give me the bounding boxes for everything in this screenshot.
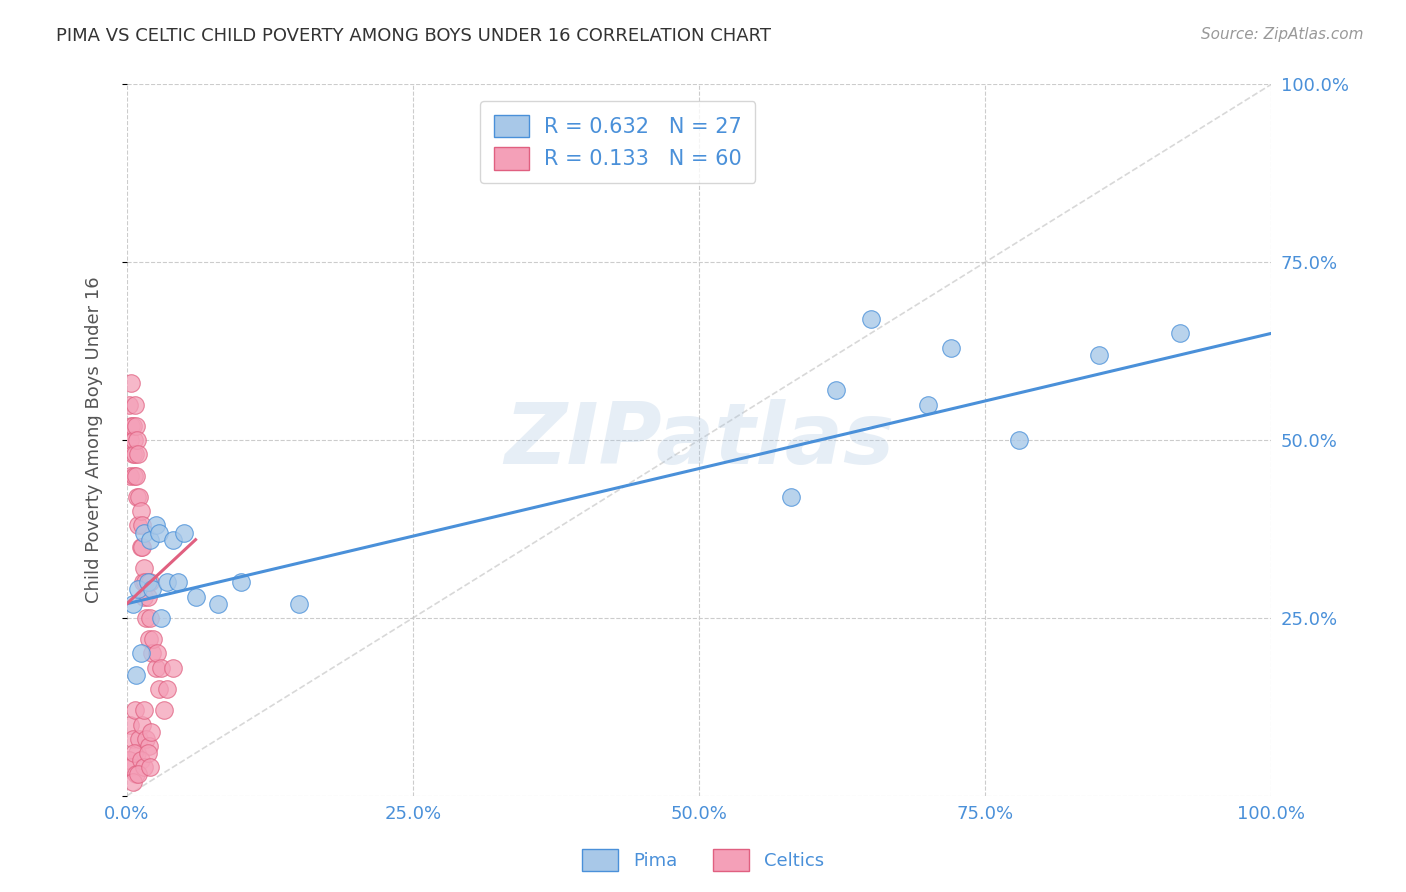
Point: [129, 753, 152, 767]
Point: [125, 767, 148, 781]
Point: [121, 418, 143, 433]
Point: [125, 468, 148, 483]
Point: [917, 398, 939, 412]
Point: [136, 575, 159, 590]
Point: [184, 590, 207, 604]
Point: [152, 703, 174, 717]
Point: [120, 468, 142, 483]
Point: [121, 774, 143, 789]
Point: [129, 540, 152, 554]
Point: [138, 632, 160, 647]
Point: [127, 447, 149, 461]
Point: [162, 533, 184, 547]
Point: [127, 518, 149, 533]
Point: [135, 731, 157, 746]
Point: [135, 611, 157, 625]
Point: [141, 647, 163, 661]
Point: [122, 433, 145, 447]
Point: [173, 525, 195, 540]
Point: [121, 760, 143, 774]
Point: [118, 398, 141, 412]
Point: [1008, 433, 1031, 447]
Point: [131, 540, 153, 554]
Point: [131, 717, 153, 731]
Point: [148, 681, 170, 696]
Point: [121, 597, 143, 611]
Point: [132, 525, 155, 540]
Point: [132, 561, 155, 575]
Legend: R = 0.632   N = 27, R = 0.133   N = 60: R = 0.632 N = 27, R = 0.133 N = 60: [479, 102, 755, 183]
Point: [132, 590, 155, 604]
Legend: Pima, Celtics: Pima, Celtics: [575, 842, 831, 879]
Point: [145, 661, 167, 675]
Point: [825, 384, 848, 398]
Point: [134, 575, 156, 590]
Point: [287, 597, 309, 611]
Point: [779, 490, 801, 504]
Point: [127, 746, 149, 760]
Point: [139, 611, 162, 625]
Text: ZIPatlas: ZIPatlas: [503, 399, 894, 482]
Point: [129, 647, 152, 661]
Point: [138, 739, 160, 753]
Point: [128, 490, 150, 504]
Point: [156, 575, 179, 590]
Point: [128, 731, 150, 746]
Point: [141, 582, 163, 597]
Point: [118, 753, 141, 767]
Point: [156, 681, 179, 696]
Point: [207, 597, 229, 611]
Point: [145, 518, 167, 533]
Point: [148, 525, 170, 540]
Point: [1168, 326, 1191, 341]
Point: [127, 490, 149, 504]
Y-axis label: Child Poverty Among Boys Under 16: Child Poverty Among Boys Under 16: [86, 277, 103, 603]
Point: [167, 575, 190, 590]
Point: [136, 590, 159, 604]
Point: [127, 767, 149, 781]
Point: [120, 433, 142, 447]
Point: [132, 760, 155, 774]
Point: [139, 533, 162, 547]
Point: [142, 632, 165, 647]
Point: [150, 611, 173, 625]
Point: [231, 575, 253, 590]
Point: [131, 518, 153, 533]
Point: [121, 418, 143, 433]
Point: [132, 575, 155, 590]
Point: [150, 661, 173, 675]
Point: [139, 760, 162, 774]
Point: [127, 433, 149, 447]
Text: PIMA VS CELTIC CHILD POVERTY AMONG BOYS UNDER 16 CORRELATION CHART: PIMA VS CELTIC CHILD POVERTY AMONG BOYS …: [56, 27, 772, 45]
Point: [145, 647, 167, 661]
Text: Source: ZipAtlas.com: Source: ZipAtlas.com: [1201, 27, 1364, 42]
Point: [859, 312, 882, 326]
Point: [162, 661, 184, 675]
Point: [125, 668, 148, 682]
Point: [122, 746, 145, 760]
Point: [139, 575, 162, 590]
Point: [132, 703, 155, 717]
Point: [1088, 348, 1111, 362]
Point: [127, 582, 149, 597]
Point: [124, 398, 146, 412]
Point: [939, 341, 962, 355]
Point: [120, 717, 142, 731]
Point: [125, 418, 148, 433]
Point: [121, 731, 143, 746]
Point: [129, 504, 152, 518]
Point: [122, 468, 145, 483]
Point: [139, 724, 162, 739]
Point: [136, 746, 159, 760]
Point: [124, 703, 146, 717]
Point: [121, 376, 143, 391]
Point: [121, 447, 143, 461]
Point: [124, 447, 146, 461]
